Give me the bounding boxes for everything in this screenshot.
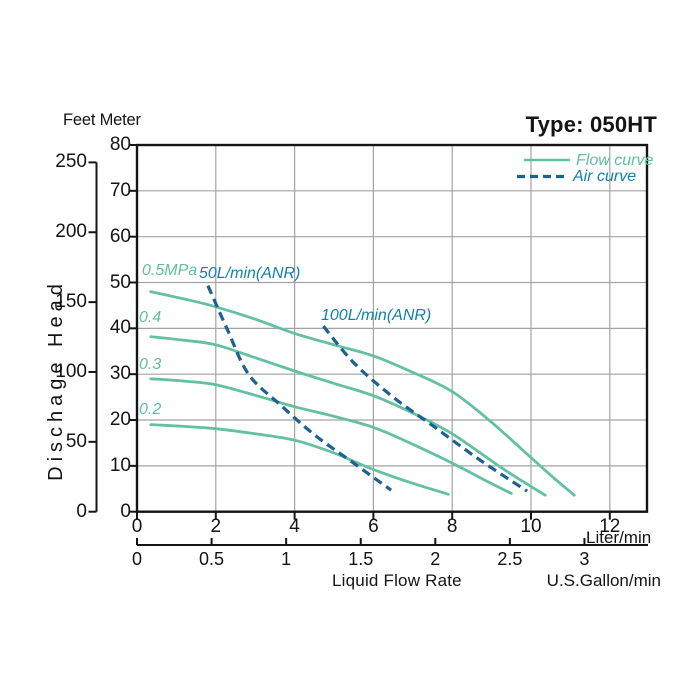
flow-curve-0.4 — [149, 335, 547, 497]
liter-tick-label: 6 — [368, 516, 379, 537]
feet-tick-label: 0 — [76, 500, 87, 522]
liter-tick-label: 2 — [210, 516, 222, 537]
flow-curve-0.2 — [149, 423, 450, 496]
annotation-0-4: 0.4 — [139, 309, 162, 326]
gallon-unit-label: U.S.Gallon/min — [546, 571, 661, 590]
meter-tick-label: 30 — [109, 363, 131, 385]
gallon-tick-label: 0 — [131, 549, 142, 569]
annotation-100l-min-anr: 100L/min(ANR) — [321, 307, 432, 324]
liter-tick-label: 0 — [131, 516, 143, 537]
liter-tick-label: 12 — [599, 516, 621, 537]
gallon-tick-label: 0.5 — [199, 549, 225, 569]
meter-tick-label: 70 — [109, 179, 131, 201]
air-curve-100l-min-anr- — [322, 325, 528, 493]
meter-tick-label: 40 — [109, 317, 131, 339]
gallon-tick-label: 1.5 — [348, 549, 374, 569]
y-axis-units-header: Feet Meter — [63, 111, 141, 129]
feet-tick-label: 250 — [55, 151, 87, 173]
liter-tick-label: 4 — [289, 516, 300, 537]
annotation-0-3: 0.3 — [139, 356, 162, 373]
liter-unit-label: Liter/min — [586, 528, 652, 547]
x-axis-title: Liquid Flow Rate — [332, 571, 462, 590]
meter-tick-label: 20 — [109, 409, 131, 431]
feet-tick-label: 200 — [55, 221, 87, 243]
liter-tick-label: 8 — [446, 516, 458, 537]
liter-tick-label: 10 — [520, 516, 542, 537]
legend-flow-curve-label: Flow curve — [576, 152, 654, 169]
legend-air-curve-label: Air curve — [573, 168, 637, 185]
meter-tick-label: 80 — [109, 133, 131, 155]
annotation-50l-min-anr: 50L/min(ANR) — [199, 265, 301, 282]
meter-tick-label: 60 — [109, 225, 131, 247]
meter-tick-label: 0 — [120, 500, 131, 522]
meter-tick-label: 50 — [109, 271, 131, 293]
flow-curve-0.3 — [149, 377, 513, 495]
feet-tick-label: 50 — [65, 430, 87, 452]
annotation-0-5mpa: 0.5MPa — [142, 262, 198, 279]
gallon-tick-label: 1 — [281, 549, 292, 569]
air-curve-50l-min-anr- — [206, 285, 393, 492]
chart-title: Type: 050HT — [525, 112, 657, 137]
meter-tick-label: 10 — [109, 454, 131, 476]
gallon-tick-label: 2 — [430, 549, 441, 569]
feet-tick-label: 150 — [55, 291, 87, 313]
gallon-tick-label: 2.5 — [497, 549, 523, 569]
gallon-tick-label: 3 — [579, 549, 590, 569]
feet-tick-label: 100 — [55, 360, 87, 382]
annotation-0-2: 0.2 — [139, 401, 162, 418]
